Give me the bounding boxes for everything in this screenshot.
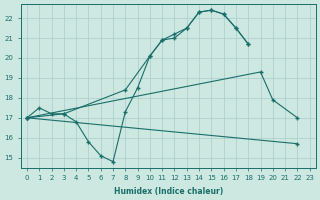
- X-axis label: Humidex (Indice chaleur): Humidex (Indice chaleur): [114, 187, 223, 196]
